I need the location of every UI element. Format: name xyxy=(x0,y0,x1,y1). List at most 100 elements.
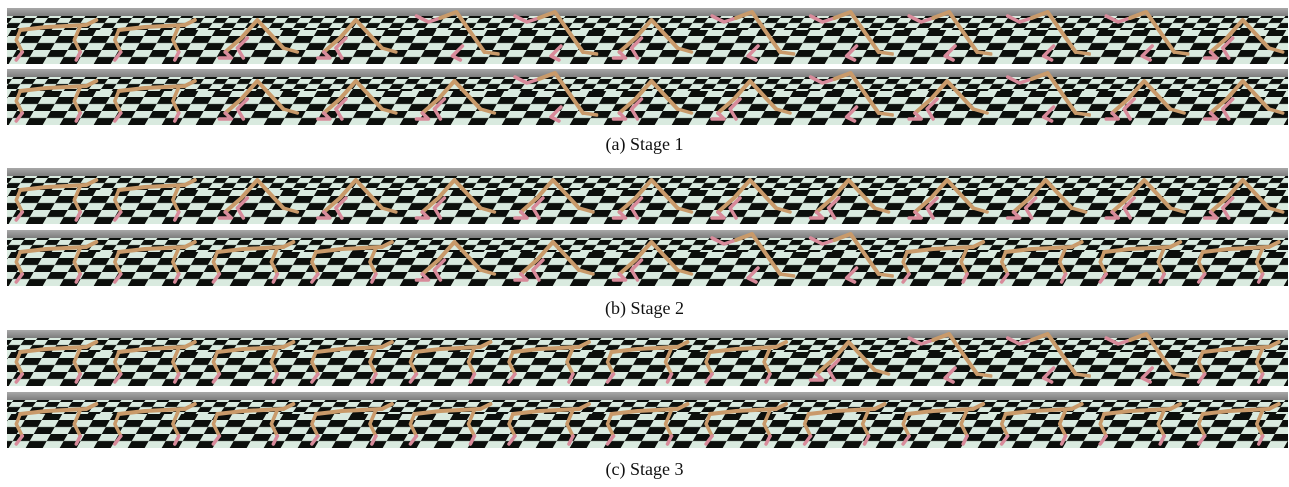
frame-13 xyxy=(1189,8,1288,64)
frame-12 xyxy=(1090,8,1190,64)
robot-walk xyxy=(999,402,1084,446)
robot-walk xyxy=(14,178,99,222)
robot-jump xyxy=(414,240,497,282)
frame-4 xyxy=(302,8,402,64)
robot-walk xyxy=(802,402,887,446)
frame-11 xyxy=(992,168,1092,224)
robot-jump xyxy=(1005,178,1088,220)
frame-3 xyxy=(204,392,304,448)
robot-rear xyxy=(808,71,895,123)
frame-10 xyxy=(893,392,993,448)
frame-9 xyxy=(795,69,895,125)
robot-rear xyxy=(414,10,501,62)
robot-jump xyxy=(1202,18,1285,60)
frame-9 xyxy=(795,168,895,224)
frame-1 xyxy=(7,168,107,224)
robot-jump xyxy=(414,178,497,220)
frame-12 xyxy=(1090,168,1190,224)
frame-3 xyxy=(204,330,304,386)
frame-5 xyxy=(401,168,501,224)
robot-rear xyxy=(1005,71,1092,123)
frame-2 xyxy=(105,392,205,448)
frame-8 xyxy=(696,330,796,386)
frame-12 xyxy=(1090,230,1190,286)
robot-walk xyxy=(408,402,493,446)
frame-7 xyxy=(598,168,698,224)
frame-1 xyxy=(7,230,107,286)
robot-walk xyxy=(211,340,296,384)
robot-walk xyxy=(310,340,394,384)
robot-walk xyxy=(113,18,197,62)
frame-11 xyxy=(992,8,1092,64)
frame-4 xyxy=(302,330,402,386)
robot-jump xyxy=(414,79,497,121)
robot-rear xyxy=(907,10,993,62)
stage-2-row-2-filmstrip xyxy=(7,230,1288,286)
frame-13 xyxy=(1189,392,1288,448)
robot-rear xyxy=(1005,10,1092,62)
robot-walk xyxy=(113,240,197,284)
frame-6 xyxy=(499,392,599,448)
robot-jump xyxy=(1202,178,1285,220)
frame-2 xyxy=(105,69,205,125)
robot-rear xyxy=(808,232,895,284)
frame-4 xyxy=(302,230,402,286)
frame-10 xyxy=(893,330,993,386)
stage-3-row-2-filmstrip xyxy=(7,392,1288,448)
frame-10 xyxy=(893,230,993,286)
frame-3 xyxy=(204,230,304,286)
robot-rear xyxy=(513,10,599,62)
frame-2 xyxy=(105,230,205,286)
robot-walk xyxy=(14,402,99,446)
robot-walk xyxy=(605,402,690,446)
frame-1 xyxy=(7,8,107,64)
frame-12 xyxy=(1090,69,1190,125)
frame-7 xyxy=(598,69,698,125)
robot-jump xyxy=(1202,79,1285,121)
frame-6 xyxy=(499,168,599,224)
frame-6 xyxy=(499,230,599,286)
robot-jump xyxy=(808,340,891,382)
frame-13 xyxy=(1189,330,1288,386)
robot-walk xyxy=(1196,402,1281,446)
robot-rear xyxy=(710,232,796,284)
robot-walk xyxy=(113,402,197,446)
frame-2 xyxy=(105,168,205,224)
robot-rear xyxy=(710,10,796,62)
robot-jump xyxy=(316,178,398,220)
robot-jump xyxy=(217,79,300,121)
frame-1 xyxy=(7,392,107,448)
frame-6 xyxy=(499,69,599,125)
stage-3-row-1-filmstrip xyxy=(7,330,1288,386)
frame-4 xyxy=(302,392,402,448)
robot-jump xyxy=(513,178,595,220)
frame-11 xyxy=(992,69,1092,125)
frame-10 xyxy=(893,69,993,125)
frame-4 xyxy=(302,69,402,125)
robot-walk xyxy=(605,340,690,384)
frame-7 xyxy=(598,230,698,286)
robot-jump xyxy=(1104,79,1186,121)
frame-13 xyxy=(1189,230,1288,286)
frame-5 xyxy=(401,330,501,386)
frame-7 xyxy=(598,330,698,386)
robot-jump xyxy=(710,178,792,220)
frame-3 xyxy=(204,8,304,64)
frame-2 xyxy=(105,8,205,64)
frame-5 xyxy=(401,69,501,125)
robot-walk xyxy=(14,79,99,123)
stage-1-row-2-filmstrip xyxy=(7,69,1288,125)
frame-11 xyxy=(992,392,1092,448)
robot-walk xyxy=(901,402,986,446)
robot-walk xyxy=(704,402,789,446)
robot-jump xyxy=(217,18,300,60)
frame-9 xyxy=(795,392,895,448)
frame-13 xyxy=(1189,69,1288,125)
frame-8 xyxy=(696,8,796,64)
frame-8 xyxy=(696,230,796,286)
robot-walk xyxy=(704,340,789,384)
frame-1 xyxy=(7,330,107,386)
frame-8 xyxy=(696,392,796,448)
frame-11 xyxy=(992,330,1092,386)
frame-5 xyxy=(401,392,501,448)
